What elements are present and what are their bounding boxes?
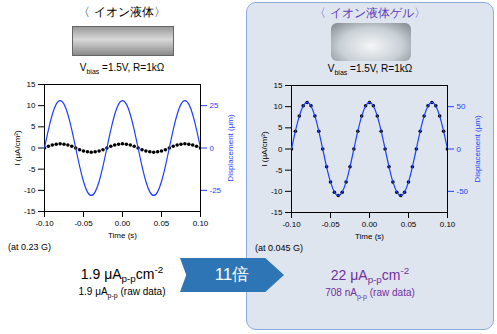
svg-text:0.00: 0.00 (115, 219, 131, 228)
svg-text:-5: -5 (275, 166, 283, 175)
html-text:Vbias=1.5V, R=1kΩ: Vbias=1.5V, R=1kΩ (327, 63, 413, 76)
svg-text:0.10: 0.10 (193, 219, 209, 228)
svg-text:0: 0 (278, 145, 283, 154)
svg-text:10: 10 (27, 101, 36, 110)
svg-text:-50: -50 (457, 187, 469, 196)
svg-text:25: 25 (210, 101, 219, 110)
svg-text:50: 50 (457, 102, 466, 111)
svg-text:Time (s): Time (s) (108, 231, 137, 240)
html-text:1.9 μAp-p(raw data): 1.9 μAp-p(raw data) (78, 286, 166, 299)
svg-text:-0.10: -0.10 (35, 219, 54, 228)
svg-text:-15: -15 (24, 207, 36, 216)
svg-text:-10: -10 (24, 186, 36, 195)
svg-text:0.10: 0.10 (440, 220, 456, 229)
svg-text:I (μA/cm²): I (μA/cm²) (260, 131, 269, 167)
html-text:708 nAp-p(raw data): 708 nAp-p(raw data) (325, 287, 415, 300)
svg-text:15: 15 (27, 80, 36, 89)
svg-text:-5: -5 (28, 165, 36, 174)
html-text:〈 イオン液体ゲル〉: 〈 イオン液体ゲル〉 (314, 6, 426, 20)
svg-text:0: 0 (31, 144, 36, 153)
svg-text:0.00: 0.00 (362, 220, 378, 229)
svg-text:-25: -25 (210, 186, 222, 195)
svg-text:-0.10: -0.10 (282, 220, 301, 229)
svg-text:Displacement (μm): Displacement (μm) (473, 115, 482, 183)
svg-text:Time (s): Time (s) (355, 232, 384, 241)
html-text:(at 0.23 G): (at 0.23 G) (8, 242, 51, 252)
svg-text:0: 0 (210, 144, 215, 153)
html-text:11倍: 11倍 (214, 265, 250, 284)
html-text:22 μAp-pcm-2: 22 μAp-pcm-2 (330, 265, 410, 286)
svg-text:-0.05: -0.05 (321, 220, 340, 229)
svg-text:10: 10 (274, 102, 283, 111)
svg-text:-10: -10 (271, 187, 283, 196)
html-text:〈 イオン液体〉: 〈 イオン液体〉 (78, 5, 166, 19)
svg-text:-15: -15 (271, 208, 283, 217)
svg-text:0: 0 (457, 145, 462, 154)
svg-text:5: 5 (31, 122, 36, 131)
svg-text:0.05: 0.05 (154, 219, 170, 228)
html-text:1.9 μAp-pcm-2: 1.9 μAp-pcm-2 (80, 264, 164, 285)
html-text:(at 0.045 G): (at 0.045 G) (255, 243, 303, 253)
svg-text:15: 15 (274, 81, 283, 90)
svg-text:Displacement (μm): Displacement (μm) (226, 114, 235, 182)
html-text:Vbias=1.5V, R=1kΩ: Vbias=1.5V, R=1kΩ (79, 62, 165, 75)
svg-text:-0.05: -0.05 (74, 219, 93, 228)
svg-text:0.05: 0.05 (401, 220, 417, 229)
svg-text:5: 5 (278, 123, 283, 132)
svg-text:I (μA/cm²): I (μA/cm²) (13, 130, 22, 166)
